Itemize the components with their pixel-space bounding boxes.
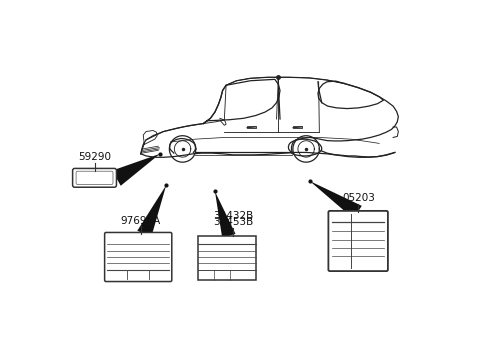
Text: 32453B: 32453B: [213, 217, 253, 227]
Text: 97699A: 97699A: [120, 215, 161, 226]
Bar: [198, 236, 256, 280]
Bar: [247, 126, 256, 128]
Text: 05203: 05203: [342, 192, 375, 203]
Text: 59290: 59290: [78, 152, 111, 162]
Polygon shape: [310, 181, 362, 219]
Bar: [293, 126, 301, 128]
FancyBboxPatch shape: [105, 232, 172, 282]
Text: 32432B: 32432B: [213, 211, 253, 221]
Polygon shape: [215, 191, 236, 238]
Polygon shape: [112, 154, 160, 186]
FancyBboxPatch shape: [328, 211, 388, 271]
FancyBboxPatch shape: [72, 168, 117, 187]
Polygon shape: [137, 185, 166, 237]
